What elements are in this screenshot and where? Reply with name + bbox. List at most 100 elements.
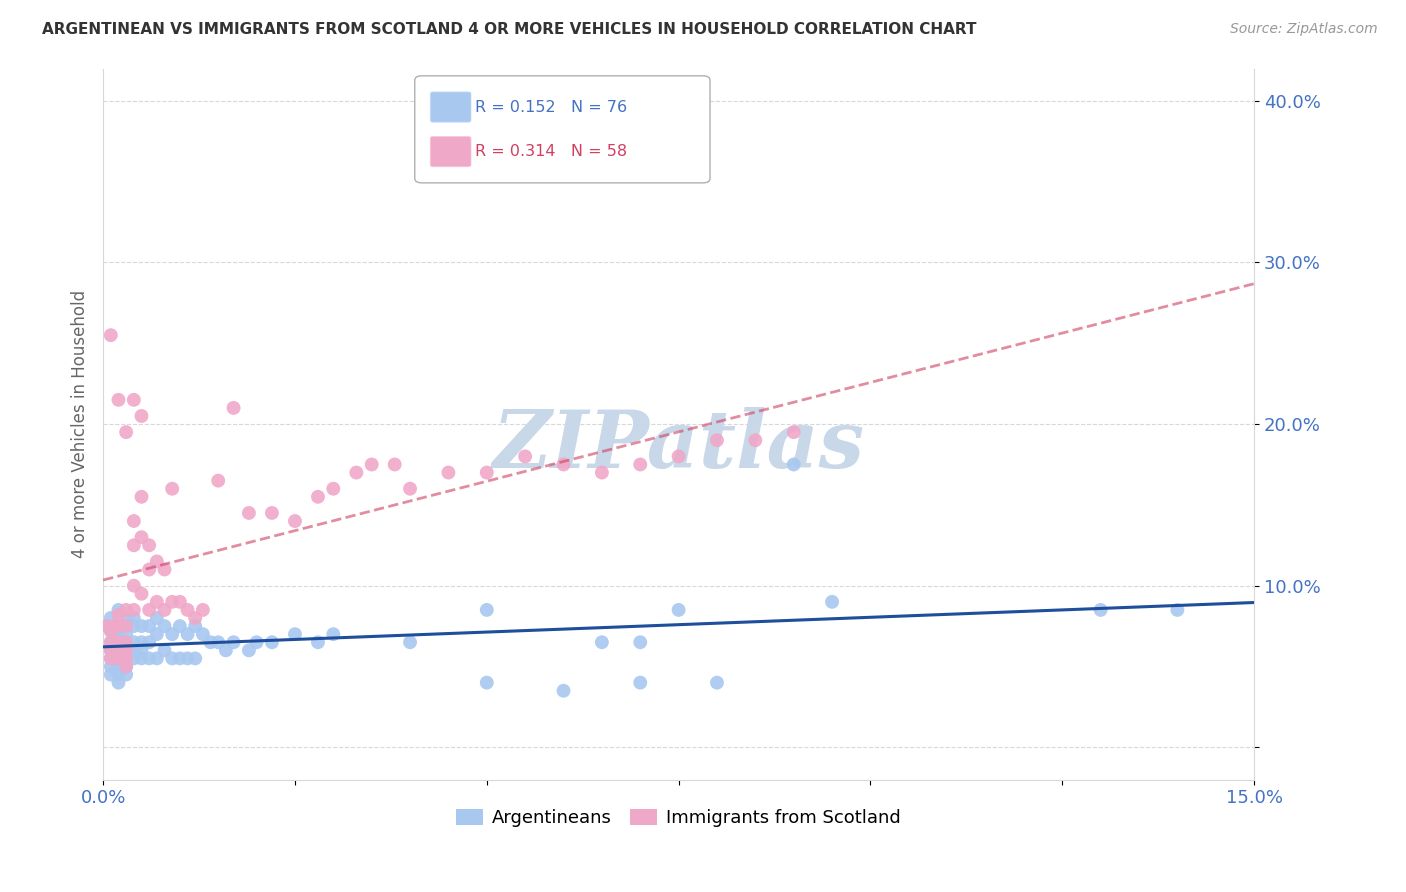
Point: [184, 611, 207, 625]
Point: [107, 675, 129, 690]
Point: [706, 434, 728, 448]
Point: [668, 603, 690, 617]
Point: [100, 635, 122, 649]
Point: [307, 490, 329, 504]
Point: [553, 458, 575, 472]
Point: [284, 627, 307, 641]
Point: [1090, 603, 1112, 617]
Point: [160, 627, 183, 641]
Point: [207, 474, 229, 488]
Point: [360, 458, 382, 472]
Point: [107, 607, 129, 622]
Point: [146, 627, 169, 641]
Point: [591, 635, 613, 649]
Point: [169, 651, 191, 665]
Point: [153, 562, 176, 576]
Point: [131, 619, 153, 633]
Point: [200, 635, 222, 649]
Point: [138, 603, 160, 617]
Point: [115, 635, 138, 649]
Point: [104, 635, 127, 649]
Point: [100, 643, 122, 657]
Point: [122, 643, 145, 657]
Point: [207, 635, 229, 649]
Text: R = 0.152   N = 76: R = 0.152 N = 76: [475, 100, 627, 114]
Point: [744, 434, 766, 448]
Point: [821, 595, 844, 609]
Point: [176, 627, 198, 641]
Point: [100, 328, 122, 343]
Point: [100, 643, 122, 657]
Point: [783, 458, 806, 472]
Point: [115, 619, 138, 633]
Point: [131, 490, 153, 504]
Point: [138, 619, 160, 633]
Point: [238, 643, 260, 657]
Point: [399, 635, 422, 649]
Point: [107, 603, 129, 617]
Point: [146, 651, 169, 665]
Point: [222, 401, 245, 415]
Point: [115, 659, 138, 673]
Point: [176, 651, 198, 665]
Point: [260, 635, 283, 649]
Point: [628, 458, 651, 472]
Point: [169, 595, 191, 609]
Point: [628, 635, 651, 649]
Point: [115, 425, 138, 439]
Point: [100, 651, 122, 665]
Point: [284, 514, 307, 528]
Point: [475, 603, 498, 617]
Point: [475, 675, 498, 690]
Point: [515, 450, 537, 464]
Point: [115, 659, 138, 673]
Point: [783, 425, 806, 439]
Text: ARGENTINEAN VS IMMIGRANTS FROM SCOTLAND 4 OR MORE VEHICLES IN HOUSEHOLD CORRELAT: ARGENTINEAN VS IMMIGRANTS FROM SCOTLAND …: [42, 22, 977, 37]
Point: [191, 603, 214, 617]
Point: [104, 619, 127, 633]
Point: [215, 643, 238, 657]
Point: [107, 643, 129, 657]
Text: Source: ZipAtlas.com: Source: ZipAtlas.com: [1230, 22, 1378, 37]
Point: [245, 635, 267, 649]
Point: [96, 619, 118, 633]
Point: [437, 466, 460, 480]
Point: [100, 611, 122, 625]
Point: [160, 651, 183, 665]
Point: [115, 651, 138, 665]
Point: [160, 482, 183, 496]
Point: [122, 579, 145, 593]
Point: [260, 506, 283, 520]
Text: ZIPatlas: ZIPatlas: [492, 407, 865, 484]
Point: [107, 619, 129, 633]
Point: [344, 466, 367, 480]
Point: [668, 450, 690, 464]
Point: [146, 595, 169, 609]
Point: [138, 562, 160, 576]
Point: [115, 643, 138, 657]
Point: [122, 514, 145, 528]
Point: [153, 619, 176, 633]
Point: [169, 619, 191, 633]
Point: [100, 624, 122, 638]
Point: [115, 643, 138, 657]
Point: [184, 651, 207, 665]
Point: [138, 651, 160, 665]
Point: [107, 643, 129, 657]
Point: [107, 392, 129, 407]
Legend: Argentineans, Immigrants from Scotland: Argentineans, Immigrants from Scotland: [449, 802, 908, 835]
Point: [153, 603, 176, 617]
Point: [107, 627, 129, 641]
Point: [146, 554, 169, 568]
Point: [107, 667, 129, 681]
Point: [122, 603, 145, 617]
Point: [122, 611, 145, 625]
Point: [322, 482, 344, 496]
Point: [238, 506, 260, 520]
Point: [107, 651, 129, 665]
Point: [399, 482, 422, 496]
Point: [104, 627, 127, 641]
Point: [131, 409, 153, 423]
Point: [115, 627, 138, 641]
Point: [115, 667, 138, 681]
